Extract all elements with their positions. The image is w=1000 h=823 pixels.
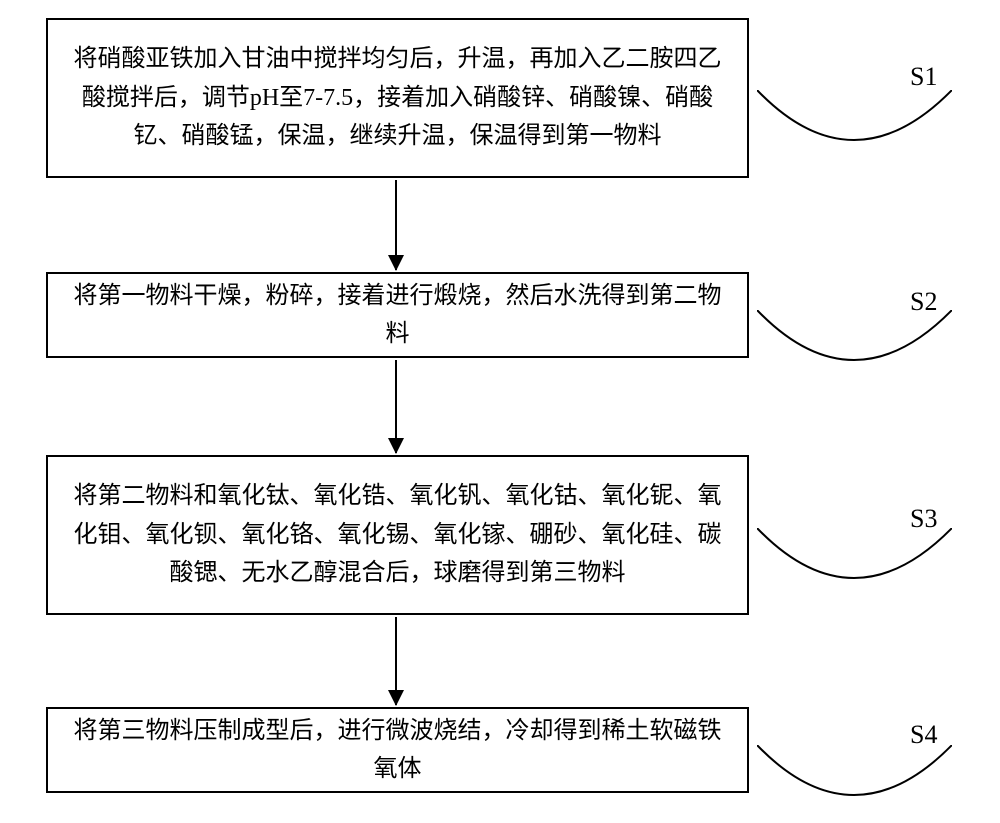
connector-curve-s2	[757, 310, 952, 362]
connector-curve-s3	[757, 528, 952, 580]
step-box-s3: 将第二物料和氧化钛、氧化锆、氧化钒、氧化钴、氧化铌、氧化钼、氧化钡、氧化铬、氧化…	[46, 455, 749, 615]
connector-curve-s4	[757, 745, 952, 797]
connector-curve-s1	[757, 90, 952, 142]
step-box-s1: 将硝酸亚铁加入甘油中搅拌均匀后，升温，再加入乙二胺四乙酸搅拌后，调节pH至7-7…	[46, 18, 749, 178]
flowchart-container: 将硝酸亚铁加入甘油中搅拌均匀后，升温，再加入乙二胺四乙酸搅拌后，调节pH至7-7…	[0, 0, 1000, 823]
step-text-s1: 将硝酸亚铁加入甘油中搅拌均匀后，升温，再加入乙二胺四乙酸搅拌后，调节pH至7-7…	[68, 40, 727, 155]
step-text-s4: 将第三物料压制成型后，进行微波烧结，冷却得到稀土软磁铁氧体	[68, 712, 727, 789]
arrow-s2-s3	[395, 360, 397, 453]
step-box-s4: 将第三物料压制成型后，进行微波烧结，冷却得到稀土软磁铁氧体	[46, 707, 749, 793]
step-text-s3: 将第二物料和氧化钛、氧化锆、氧化钒、氧化钴、氧化铌、氧化钼、氧化钡、氧化铬、氧化…	[68, 477, 727, 592]
arrow-s1-s2	[395, 180, 397, 270]
step-label-s1: S1	[910, 62, 937, 92]
step-text-s2: 将第一物料干燥，粉碎，接着进行煅烧，然后水洗得到第二物料	[68, 277, 727, 354]
arrow-s3-s4	[395, 617, 397, 705]
step-box-s2: 将第一物料干燥，粉碎，接着进行煅烧，然后水洗得到第二物料	[46, 272, 749, 358]
